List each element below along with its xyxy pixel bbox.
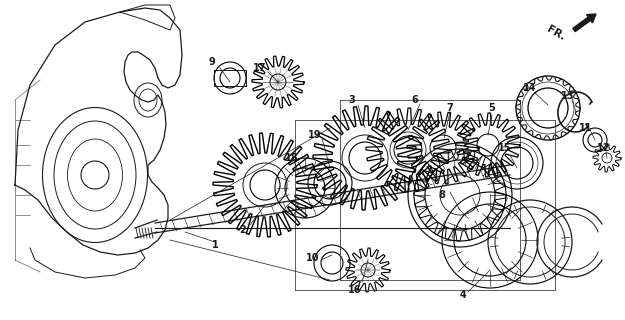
- Text: 1: 1: [212, 240, 218, 250]
- Text: 9: 9: [209, 57, 216, 67]
- FancyArrow shape: [573, 14, 596, 32]
- Text: 17: 17: [253, 63, 267, 73]
- Text: 13: 13: [561, 91, 575, 101]
- Text: 16: 16: [348, 285, 362, 295]
- Text: 8: 8: [439, 190, 446, 200]
- Text: 6: 6: [412, 95, 418, 105]
- Text: 14: 14: [523, 83, 537, 93]
- Text: FR.: FR.: [545, 24, 567, 42]
- Text: 12: 12: [598, 143, 611, 153]
- Text: 18: 18: [285, 153, 299, 163]
- Text: 15: 15: [498, 143, 512, 153]
- Text: 11: 11: [579, 123, 592, 133]
- Text: 5: 5: [489, 103, 496, 113]
- Text: 19: 19: [308, 130, 322, 140]
- Text: 2: 2: [239, 225, 246, 235]
- Text: 7: 7: [447, 103, 453, 113]
- Text: 3: 3: [349, 95, 356, 105]
- Text: 4: 4: [459, 290, 466, 300]
- Text: 10: 10: [306, 253, 320, 263]
